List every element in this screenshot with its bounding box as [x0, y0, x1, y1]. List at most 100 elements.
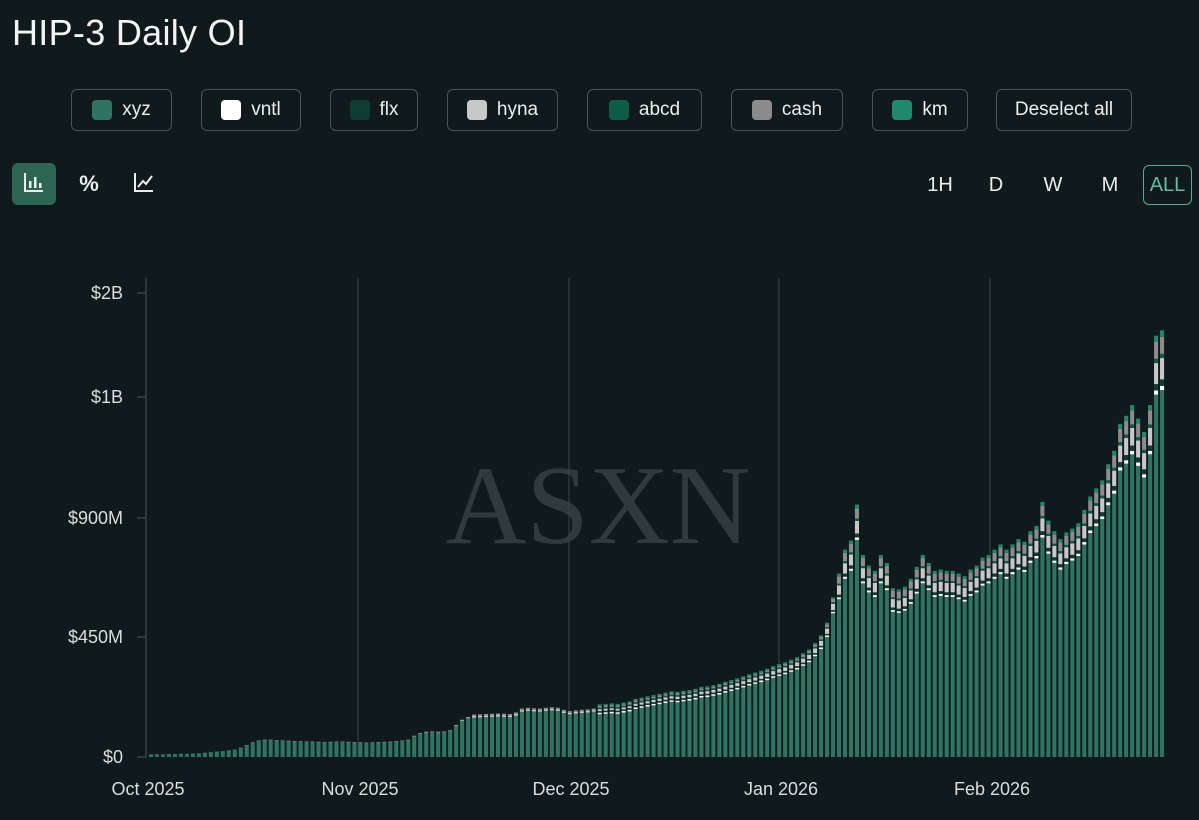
bar-segment-xyz [675, 702, 680, 757]
bar-segment-hyna [932, 582, 937, 593]
bar-segment-xyz [968, 595, 973, 757]
bar-stack [950, 570, 955, 757]
bar-stack [1016, 539, 1021, 757]
bar-segment-abcd [1070, 541, 1075, 544]
bar-segment-hyna [926, 575, 931, 586]
bar-segment-cash [1064, 535, 1069, 545]
timeframe-1h[interactable]: 1H [927, 173, 953, 196]
bar-segment-cash [555, 707, 560, 710]
bar-stack [196, 753, 201, 757]
legend-item-vntl[interactable]: vntl [201, 89, 301, 131]
bar-segment-km [950, 570, 955, 574]
bar-segment-hyna [454, 725, 459, 726]
bar-segment-km [956, 573, 961, 577]
bar-segment-vntl [1160, 385, 1165, 391]
legend-swatch [221, 100, 242, 120]
bar-segment-xyz [370, 742, 375, 757]
bar-segment-abcd [645, 699, 650, 702]
bar-segment-cash [687, 691, 692, 694]
legend-item-hyna[interactable]: hyna [447, 89, 558, 131]
bar-segment-abcd [944, 581, 949, 583]
bar-segment-cash [753, 674, 758, 676]
bar-segment-xyz [866, 592, 871, 757]
bar-segment-vntl [729, 689, 734, 691]
bar-segment-cash [478, 714, 483, 716]
bar-segment-abcd [627, 704, 632, 707]
bar-segment-km [771, 666, 776, 668]
legend-item-km[interactable]: km [872, 89, 968, 131]
bar-segment-hyna [555, 709, 560, 711]
bar-segment-cash [741, 677, 746, 680]
legend-item-flx[interactable]: flx [330, 89, 418, 131]
bar-segment-abcd [878, 566, 883, 569]
bar-segment-km [609, 703, 614, 705]
bar-stack [244, 745, 249, 757]
bar-segment-flx [866, 587, 871, 591]
legend-item-abcd[interactable]: abcd [587, 89, 702, 131]
bar-segment-abcd [1088, 510, 1093, 514]
legend-item-xyz[interactable]: xyz [71, 89, 172, 131]
deselect-all-label: Deselect all [1014, 99, 1114, 120]
bar-segment-xyz [268, 740, 273, 757]
bar-segment-xyz [238, 747, 243, 757]
timeframe-w[interactable]: W [1043, 173, 1063, 196]
legend-item-cash[interactable]: cash [731, 89, 843, 131]
timeframe-d[interactable]: D [988, 173, 1004, 196]
bar-stack [896, 589, 901, 757]
bar-stack [938, 569, 943, 757]
bar-stack [944, 570, 949, 757]
bar-segment-cash [801, 654, 806, 657]
bar-segment-flx [1034, 552, 1039, 556]
bar-segment-flx [801, 662, 806, 665]
bar-segment-vntl [651, 703, 656, 706]
bar-segment-abcd [699, 690, 704, 692]
bar-stack [298, 741, 303, 757]
bar-segment-xyz [358, 742, 363, 757]
bar-segment-cash [681, 692, 686, 695]
bar-segment-vntl [1058, 567, 1063, 570]
bar-segment-flx [836, 594, 842, 598]
bar-segment-flx [651, 702, 656, 704]
bar-stack [741, 676, 746, 757]
bar-segment-km [938, 569, 943, 573]
bar-segment-hyna [442, 731, 447, 733]
bar-segment-flx [693, 696, 698, 698]
bar-segment-abcd [896, 598, 901, 601]
bar-segment-cash [621, 704, 626, 706]
bar-segment-km [836, 573, 842, 577]
bar-segment-cash [495, 713, 501, 716]
timeframe-m[interactable]: M [1101, 173, 1119, 196]
line-chart-view-button[interactable] [122, 163, 166, 205]
bar-segment-hyna [466, 717, 471, 719]
bar-segment-vntl [747, 683, 752, 686]
bar-segment-cash [1010, 547, 1015, 557]
bar-segment-cash [926, 565, 931, 574]
bar-segment-xyz [777, 675, 782, 757]
bar-segment-vntl [1064, 561, 1069, 564]
bar-stack [202, 752, 207, 757]
bar-stack [274, 740, 279, 757]
deselect-all-button[interactable]: Deselect all [996, 89, 1132, 131]
bar-segment-hyna [651, 699, 656, 703]
bar-segment-hyna [639, 702, 644, 705]
bar-segment-abcd [1052, 543, 1057, 546]
bar-segment-abcd [974, 576, 979, 579]
bar-stack [250, 742, 255, 757]
bar-segment-km [890, 588, 895, 591]
timeframe-all[interactable]: ALL [1143, 165, 1192, 205]
bar-chart-view-button[interactable] [12, 163, 56, 205]
bar-stack [926, 562, 931, 757]
percent-view-button[interactable]: % [67, 163, 111, 205]
bar-stack [968, 569, 973, 757]
bar-segment-abcd [914, 577, 919, 580]
bar-stack [166, 754, 172, 757]
bar-segment-vntl [1112, 490, 1117, 494]
bar-segment-km [777, 664, 782, 666]
bar-segment-hyna [1124, 438, 1129, 456]
bar-segment-xyz [579, 713, 584, 757]
bar-segment-flx [759, 678, 764, 681]
bar-segment-abcd [825, 626, 830, 629]
bar-segment-xyz [938, 595, 943, 757]
bar-segment-km [908, 578, 913, 582]
bar-segment-hyna [537, 710, 542, 712]
